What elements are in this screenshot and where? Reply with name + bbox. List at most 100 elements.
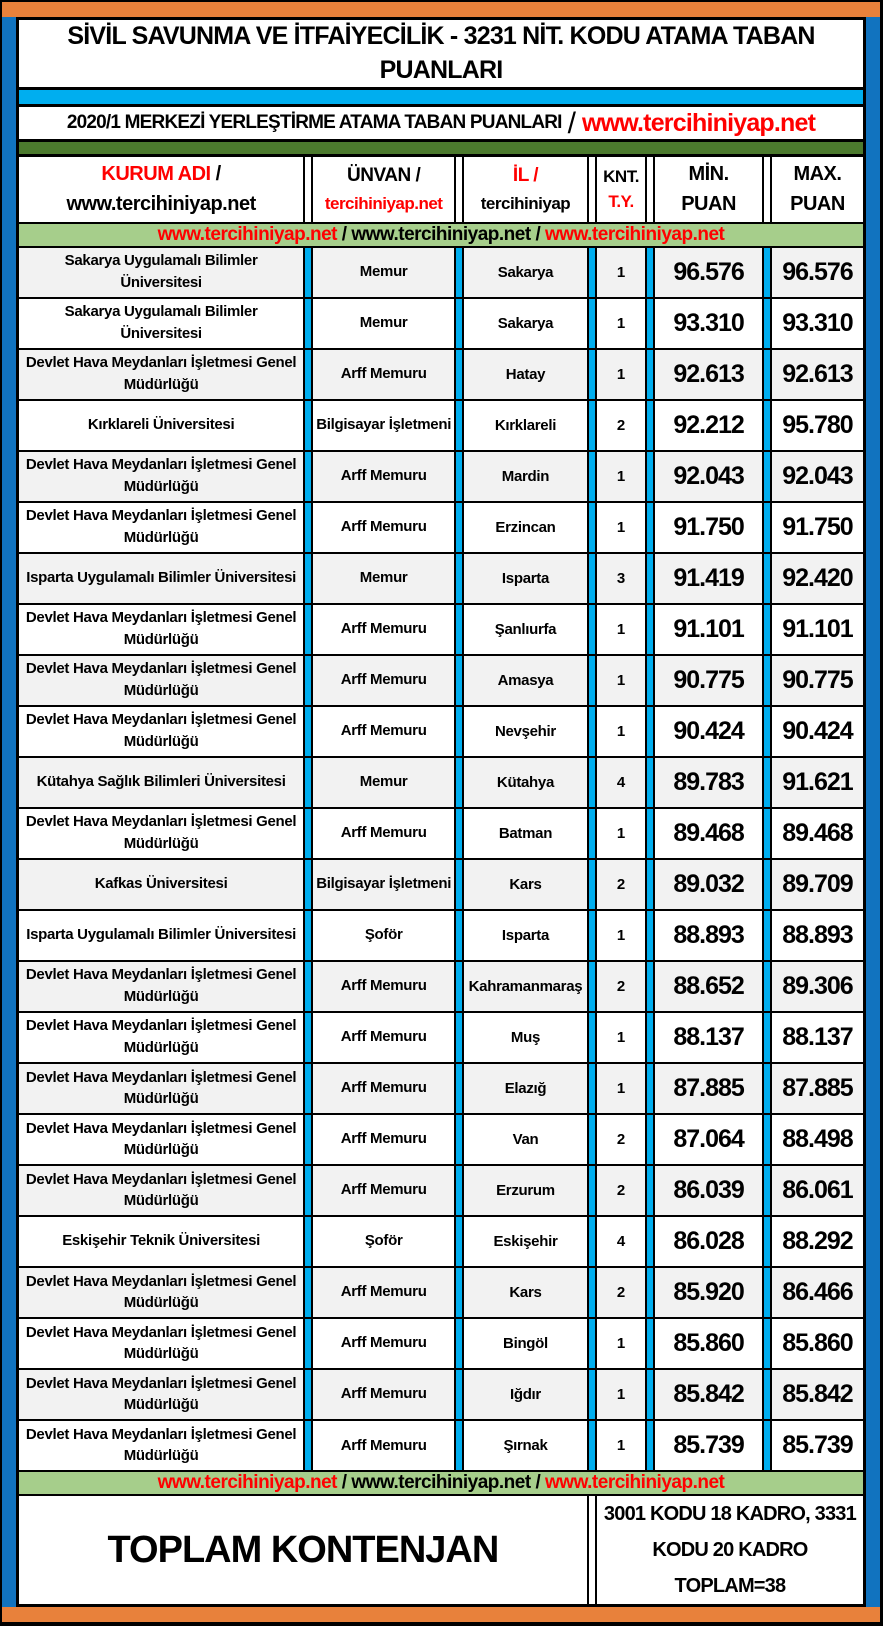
column-separator bbox=[645, 245, 656, 299]
banner-website-3: www.tercihiniyap.net bbox=[545, 223, 725, 245]
kurum-cell: Devlet Hava Meydanları İşletmesi Genel M… bbox=[16, 347, 306, 401]
column-separator bbox=[303, 551, 314, 605]
kurum-cell: Isparta Uygulamalı Bilimler Üniversitesi bbox=[16, 908, 306, 962]
column-separator bbox=[586, 1163, 597, 1217]
kurum-cell: Kafkas Üniversitesi bbox=[16, 857, 306, 911]
column-separator bbox=[586, 908, 597, 962]
kurum-cell: Devlet Hava Meydanları İşletmesi Genel M… bbox=[16, 1265, 306, 1319]
unvan-cell: Arff Memuru bbox=[311, 602, 457, 656]
unvan-cell: Şoför bbox=[311, 1214, 457, 1268]
subtitle-website-link: www.tercihiniyap.net bbox=[582, 108, 816, 137]
column-separator bbox=[454, 347, 465, 401]
column-separator bbox=[303, 1112, 314, 1166]
header-min-puan: MİN. PUAN bbox=[653, 154, 764, 224]
column-separator bbox=[586, 1010, 597, 1064]
banner-website-1: www.tercihiniyap.net bbox=[157, 1472, 338, 1493]
column-separator bbox=[454, 1316, 465, 1370]
knt-cell: 1 bbox=[594, 296, 648, 350]
column-separator bbox=[586, 1265, 597, 1319]
il-cell: Sakarya bbox=[462, 245, 589, 299]
max-cell: 87.885 bbox=[769, 1061, 866, 1115]
kurum-cell: Devlet Hava Meydanları İşletmesi Genel M… bbox=[16, 1061, 306, 1115]
column-separator bbox=[303, 1163, 314, 1217]
column-separator bbox=[303, 154, 314, 224]
column-separator bbox=[586, 1061, 597, 1115]
column-separator bbox=[586, 857, 597, 911]
knt-cell: 2 bbox=[594, 1163, 648, 1217]
column-separator bbox=[454, 755, 465, 809]
min-cell: 91.419 bbox=[653, 551, 764, 605]
column-separator bbox=[645, 1112, 656, 1166]
column-separator bbox=[645, 1061, 656, 1115]
column-separator bbox=[645, 347, 656, 401]
knt-cell: 4 bbox=[594, 755, 648, 809]
min-cell: 91.101 bbox=[653, 602, 764, 656]
min-cell: 86.028 bbox=[653, 1214, 764, 1268]
unvan-cell: Arff Memuru bbox=[311, 1061, 457, 1115]
column-separator bbox=[761, 1010, 772, 1064]
cyan-divider bbox=[16, 90, 866, 104]
column-separator bbox=[303, 959, 314, 1013]
column-separator bbox=[761, 806, 772, 860]
column-separator bbox=[645, 908, 656, 962]
unvan-cell: Arff Memuru bbox=[311, 1010, 457, 1064]
table-row: Devlet Hava Meydanları İşletmesi Genel M… bbox=[16, 1112, 866, 1166]
column-separator bbox=[586, 245, 597, 299]
knt-cell: 2 bbox=[594, 1265, 648, 1319]
column-separator bbox=[303, 653, 314, 707]
table-row: Devlet Hava Meydanları İşletmesi Genel M… bbox=[16, 1265, 866, 1319]
table-header-row: KURUM ADI / www.tercihiniyap.net ÜNVAN /… bbox=[16, 154, 866, 224]
header-unvan: ÜNVAN / tercihiniyap.net bbox=[311, 154, 457, 224]
min-cell: 93.310 bbox=[653, 296, 764, 350]
kurum-cell: Devlet Hava Meydanları İşletmesi Genel M… bbox=[16, 704, 306, 758]
table-body: Sakarya Uygulamalı Bilimler Üniversitesi… bbox=[16, 245, 866, 1473]
knt-cell: 1 bbox=[594, 704, 648, 758]
header-knt: KNT. T.Y. bbox=[594, 154, 648, 224]
table-row: Devlet Hava Meydanları İşletmesi Genel M… bbox=[16, 500, 866, 554]
header-max-puan: MAX. PUAN bbox=[769, 154, 866, 224]
column-separator bbox=[586, 1112, 597, 1166]
column-separator bbox=[303, 1265, 314, 1319]
left-blue-bar bbox=[2, 17, 16, 1607]
knt-cell: 1 bbox=[594, 1010, 648, 1064]
column-separator bbox=[303, 908, 314, 962]
max-cell: 85.842 bbox=[769, 1367, 866, 1421]
max-cell: 88.137 bbox=[769, 1010, 866, 1064]
unvan-cell: Arff Memuru bbox=[311, 1112, 457, 1166]
max-cell: 89.468 bbox=[769, 806, 866, 860]
column-separator bbox=[761, 154, 772, 224]
column-separator bbox=[454, 551, 465, 605]
min-cell: 88.893 bbox=[653, 908, 764, 962]
unvan-cell: Arff Memuru bbox=[311, 449, 457, 503]
page-title-line2: PUANLARI bbox=[379, 55, 504, 84]
max-cell: 92.420 bbox=[769, 551, 866, 605]
il-cell: Eskişehir bbox=[462, 1214, 589, 1268]
column-separator bbox=[586, 347, 597, 401]
il-cell: Batman bbox=[462, 806, 589, 860]
knt-cell: 4 bbox=[594, 1214, 648, 1268]
min-cell: 87.885 bbox=[653, 1061, 764, 1115]
unvan-cell: Arff Memuru bbox=[311, 500, 457, 554]
kurum-cell: Devlet Hava Meydanları İşletmesi Genel M… bbox=[16, 653, 306, 707]
column-separator bbox=[454, 959, 465, 1013]
column-separator bbox=[454, 398, 465, 452]
column-separator bbox=[586, 1214, 597, 1268]
kurum-cell: Devlet Hava Meydanları İşletmesi Genel M… bbox=[16, 806, 306, 860]
kurum-cell: Devlet Hava Meydanları İşletmesi Genel M… bbox=[16, 1367, 306, 1421]
table-row: Eskişehir Teknik Üniversitesi Şoför Eskişe… bbox=[16, 1214, 866, 1268]
column-separator bbox=[645, 1316, 656, 1370]
column-separator bbox=[761, 1367, 772, 1421]
column-separator bbox=[761, 1316, 772, 1370]
table-row: Kırklareli Üniversitesi Bilgisayar İşletm… bbox=[16, 398, 866, 452]
min-cell: 90.775 bbox=[653, 653, 764, 707]
il-cell: Şanlıurfa bbox=[462, 602, 589, 656]
column-separator bbox=[303, 704, 314, 758]
knt-cell: 2 bbox=[594, 1112, 648, 1166]
il-cell: Kırklareli bbox=[462, 398, 589, 452]
table-row: Devlet Hava Meydanları İşletmesi Genel M… bbox=[16, 653, 866, 707]
il-cell: Muş bbox=[462, 1010, 589, 1064]
unvan-cell: Arff Memuru bbox=[311, 1418, 457, 1473]
total-detail-line2: KODU 20 KADRO TOPLAM=38 bbox=[652, 1539, 808, 1597]
scores-table: KURUM ADI / www.tercihiniyap.net ÜNVAN /… bbox=[16, 154, 866, 1607]
column-separator bbox=[645, 1418, 656, 1473]
